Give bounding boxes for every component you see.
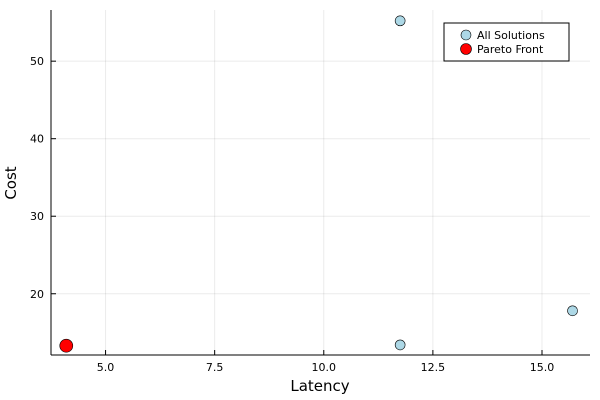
x-tick-label: 10.0 <box>312 361 337 374</box>
x-tick-label: 15.0 <box>530 361 555 374</box>
legend-marker-all-solutions <box>460 29 472 41</box>
x-axis-title: Latency <box>290 377 349 395</box>
grid-layer <box>51 10 590 355</box>
y-tick-label: 30 <box>30 210 44 223</box>
axis-layer <box>50 10 590 356</box>
all-solutions-point <box>394 339 406 351</box>
point-layer <box>59 15 578 353</box>
x-tick-label: 12.5 <box>421 361 446 374</box>
legend-marker-pareto-front <box>460 43 472 55</box>
x-tick-label: 5.0 <box>97 361 115 374</box>
all-solutions-point <box>394 15 406 27</box>
tick-layer: 5.0 7.5 10.0 12.5 15.0 20 30 40 50 <box>30 55 554 374</box>
legend-label-all-solutions: All Solutions <box>477 29 545 42</box>
pareto-front-point <box>59 338 74 353</box>
y-tick-label: 50 <box>30 55 44 68</box>
legend-label-pareto-front: Pareto Front <box>477 43 544 56</box>
y-tick-label: 40 <box>30 133 44 146</box>
y-tick-label: 20 <box>30 288 44 301</box>
x-tick-label: 7.5 <box>206 361 224 374</box>
all-solutions-point <box>567 305 578 317</box>
legend: All Solutions Pareto Front <box>443 22 570 62</box>
y-axis-title: Cost <box>2 166 20 199</box>
